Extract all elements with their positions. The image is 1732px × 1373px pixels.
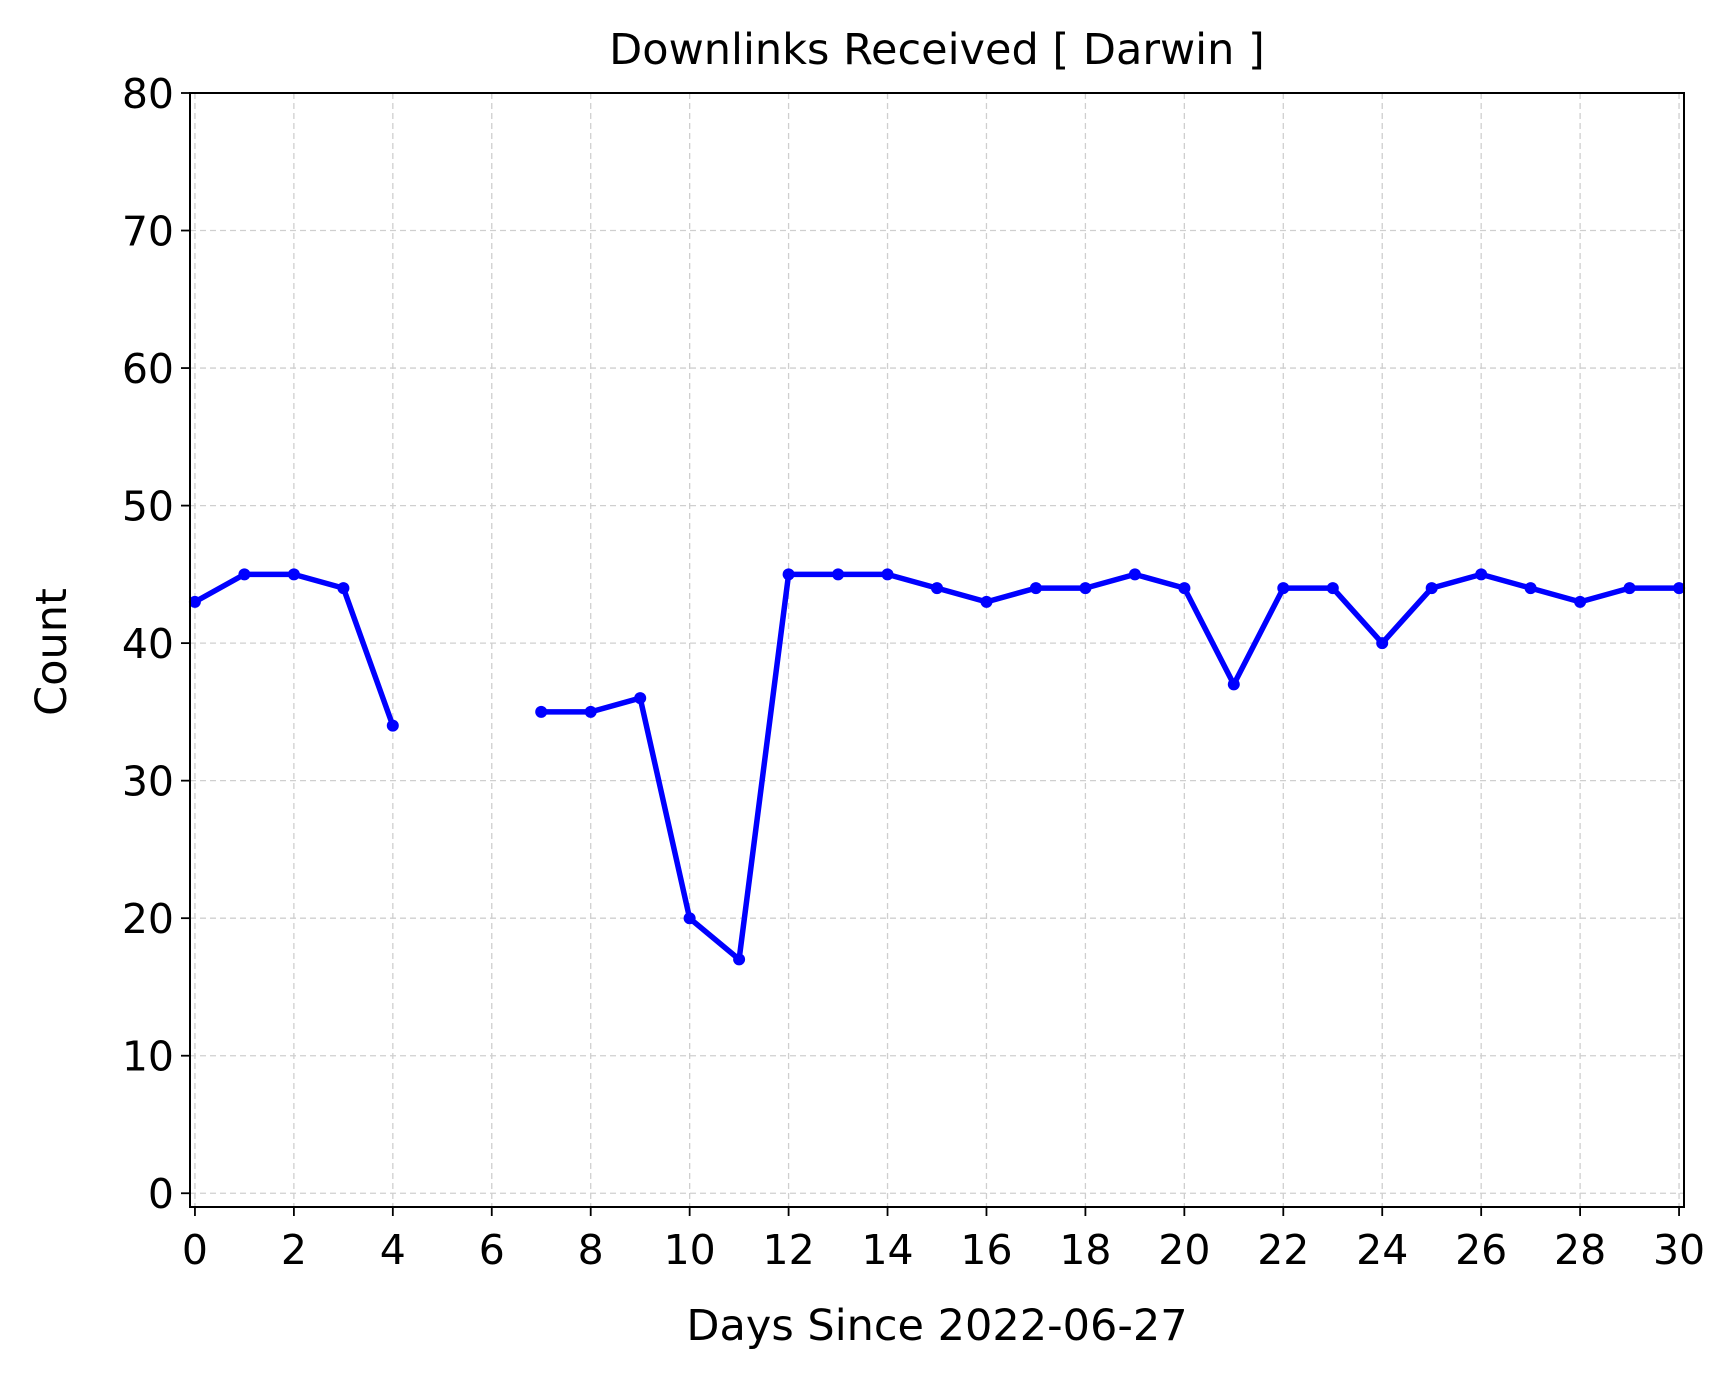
x-tick-label: 14 (861, 1226, 913, 1274)
y-tick-label: 50 (122, 483, 174, 531)
data-point (337, 582, 350, 595)
data-point (1673, 582, 1686, 595)
data-point (1425, 582, 1438, 595)
data-point (238, 568, 251, 581)
plot-frame (189, 92, 1685, 1208)
data-point (188, 595, 201, 608)
x-tick-label: 12 (763, 1226, 815, 1274)
y-tick-label: 60 (122, 345, 174, 393)
x-tick-label: 10 (664, 1226, 716, 1274)
x-tick-label: 30 (1653, 1226, 1705, 1274)
data-point (1475, 568, 1488, 581)
data-point (683, 912, 696, 925)
x-tick-label: 6 (479, 1226, 505, 1274)
x-tick-label: 28 (1554, 1226, 1606, 1274)
data-point (931, 582, 943, 595)
data-point (1524, 582, 1537, 595)
data-point (1128, 568, 1141, 581)
data-point (1178, 582, 1191, 595)
data-point (584, 705, 597, 718)
y-tick-label: 40 (122, 620, 174, 668)
data-point (634, 692, 647, 705)
data-point (1623, 582, 1636, 595)
chart-title: Downlinks Received [ Darwin ] (609, 25, 1265, 75)
y-axis-label: Count (27, 588, 77, 716)
series-line (538, 571, 1682, 963)
y-tick-label: 70 (122, 208, 174, 256)
y-tick-label: 30 (122, 758, 174, 806)
x-tick-label: 18 (1059, 1226, 1111, 1274)
x-tick-label: 22 (1257, 1226, 1309, 1274)
data-point (782, 568, 795, 581)
y-tick-label: 0 (148, 1170, 174, 1218)
data-point (386, 719, 399, 732)
y-tick-label: 80 (122, 70, 174, 118)
x-tick-label: 16 (960, 1226, 1012, 1274)
data-point (1227, 678, 1240, 691)
x-tick-label: 24 (1356, 1226, 1408, 1274)
x-tick-label: 8 (578, 1226, 604, 1274)
data-point (832, 568, 845, 581)
x-axis: 0 2 4 6 8 10 12 14 16 18 20 22 24 26 28 30 (182, 1207, 1705, 1274)
grid (190, 92, 1684, 1207)
series-layer (188, 568, 1686, 966)
y-axis: 0 10 20 30 40 50 60 70 80 (122, 70, 190, 1218)
data-point (287, 568, 300, 581)
data-point (980, 595, 993, 608)
data-point (1326, 582, 1339, 595)
x-tick-label: 2 (281, 1226, 307, 1274)
data-point (733, 953, 746, 966)
data-point (535, 705, 548, 718)
data-point (1029, 582, 1042, 595)
x-tick-label: 20 (1158, 1226, 1210, 1274)
data-point (1277, 582, 1290, 595)
y-tick-label: 10 (122, 1033, 174, 1081)
x-tick-label: 26 (1455, 1226, 1507, 1274)
data-point (881, 568, 894, 581)
x-tick-label: 0 (182, 1226, 208, 1274)
x-tick-label: 4 (380, 1226, 406, 1274)
data-point (1574, 595, 1587, 608)
data-point (1079, 582, 1092, 595)
x-axis-label: Days Since 2022-06-27 (686, 1301, 1187, 1351)
y-tick-label: 20 (122, 895, 174, 943)
data-point (1376, 637, 1389, 650)
